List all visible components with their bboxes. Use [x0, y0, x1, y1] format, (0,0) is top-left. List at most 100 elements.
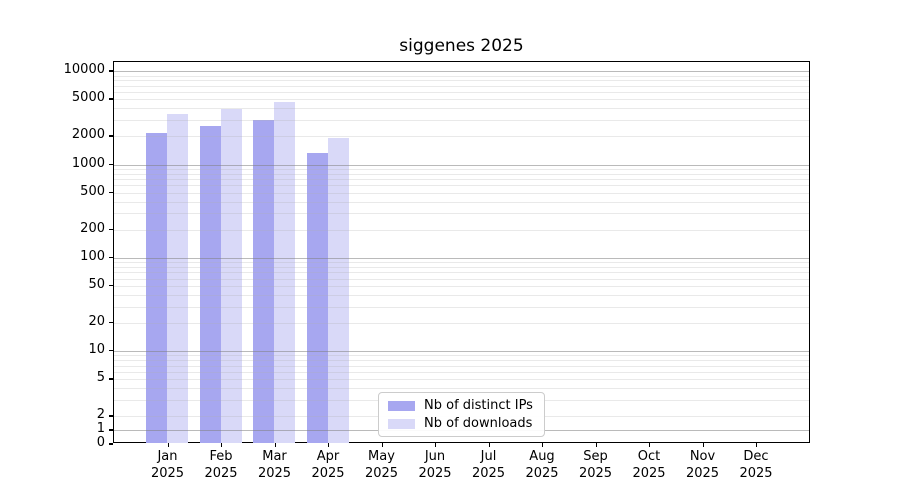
y-tick-mark — [109, 135, 113, 137]
gridline-minor — [114, 75, 809, 77]
bar-downloads-apr — [327, 138, 349, 443]
y-tick-mark — [109, 322, 113, 324]
x-tick-label: Jun 2025 — [403, 448, 467, 482]
x-tick-month: Jul — [480, 449, 497, 464]
legend: Nb of distinct IPs Nb of downloads — [378, 392, 545, 437]
legend-row-distinct-ips: Nb of distinct IPs — [388, 398, 535, 413]
y-tick-label: 200 — [80, 220, 105, 236]
gridline-minor — [114, 173, 809, 175]
x-tick-year: 2025 — [632, 466, 666, 481]
y-tick-label: 50 — [88, 276, 105, 292]
x-tick-year: 2025 — [204, 466, 238, 481]
bar-distinct-ips-jan — [146, 132, 167, 443]
y-tick-label: 1 — [96, 421, 105, 437]
x-tick-label: Aug 2025 — [510, 448, 574, 482]
x-tick-month: May — [368, 449, 395, 464]
y-tick-label: 0 — [96, 435, 105, 451]
gridline-minor — [114, 168, 809, 170]
x-tick-label: Sep 2025 — [564, 448, 628, 482]
y-tick-mark — [109, 163, 113, 165]
y-tick-mark — [109, 256, 113, 259]
x-tick-label: Oct 2025 — [617, 448, 681, 482]
gridline-minor — [114, 388, 809, 390]
gridline-minor — [114, 99, 809, 101]
x-tick-mark — [756, 443, 758, 447]
x-tick-mark — [328, 443, 330, 447]
x-tick-label: Mar 2025 — [243, 448, 307, 482]
x-tick-month: Jan — [157, 449, 178, 464]
y-tick-label: 1000 — [71, 155, 105, 171]
x-tick-month: Apr — [316, 449, 340, 464]
x-tick-label: Jan 2025 — [136, 448, 200, 482]
x-tick-month: Aug — [529, 449, 555, 464]
x-tick-mark — [167, 443, 169, 447]
bar-distinct-ips-feb — [199, 125, 221, 443]
gridline-minor — [114, 371, 809, 373]
gridline-minor — [114, 379, 809, 381]
x-tick-mark — [274, 443, 276, 447]
gridline-minor — [114, 91, 809, 93]
legend-label-downloads: Nb of downloads — [424, 416, 533, 431]
gridline-minor — [114, 80, 809, 82]
x-tick-label: Nov 2025 — [671, 448, 735, 482]
bar-downloads-mar — [274, 101, 295, 443]
legend-row-downloads: Nb of downloads — [388, 416, 535, 431]
gridline-minor — [114, 229, 809, 231]
x-tick-mark — [542, 443, 544, 447]
x-tick-year: 2025 — [578, 466, 613, 481]
x-tick-year: 2025 — [685, 466, 720, 481]
x-tick-month: Mar — [262, 449, 287, 464]
gridline-minor — [114, 355, 809, 357]
y-tick-mark — [109, 191, 113, 193]
y-tick-label: 100 — [80, 248, 105, 264]
y-tick-mark — [109, 378, 113, 380]
gridline-minor — [114, 285, 809, 287]
x-tick-mark — [381, 443, 383, 447]
legend-swatch-downloads-icon — [388, 418, 415, 429]
gridline-minor — [114, 323, 809, 324]
y-tick-mark — [109, 284, 113, 287]
y-tick-mark — [109, 350, 113, 352]
gridline-minor — [114, 178, 809, 180]
y-tick-label: 5000 — [71, 90, 105, 106]
x-tick-mark — [221, 443, 223, 447]
x-tick-year: 2025 — [739, 466, 773, 481]
x-tick-mark — [488, 443, 490, 447]
y-tick-mark — [109, 429, 113, 431]
y-tick-label: 10 — [88, 342, 105, 358]
x-tick-year: 2025 — [471, 466, 506, 481]
gridline-major — [114, 164, 809, 166]
gridline-minor — [114, 213, 809, 215]
y-tick-label: 2000 — [71, 127, 105, 143]
x-tick-month: Nov — [689, 449, 716, 464]
legend-label-distinct-ips: Nb of distinct IPs — [424, 398, 533, 413]
x-tick-mark — [435, 443, 437, 447]
gridline-minor — [114, 120, 809, 121]
gridline-minor — [114, 262, 809, 264]
y-tick-mark — [109, 443, 113, 445]
y-tick-label: 5 — [96, 370, 105, 386]
y-tick-mark — [109, 415, 113, 417]
x-tick-year: 2025 — [418, 466, 452, 481]
x-tick-month: Sep — [583, 449, 608, 464]
bar-downloads-feb — [220, 109, 242, 443]
x-tick-month: Dec — [743, 449, 769, 464]
x-tick-year: 2025 — [311, 466, 345, 481]
x-tick-month: Oct — [637, 449, 661, 464]
plot-area — [113, 61, 810, 443]
x-tick-mark — [595, 443, 597, 447]
gridline-major — [114, 71, 809, 73]
x-tick-mark — [702, 443, 704, 447]
x-tick-label: Jul 2025 — [457, 448, 521, 482]
x-tick-year: 2025 — [364, 466, 399, 481]
x-tick-year: 2025 — [525, 466, 559, 481]
chart-title: siggenes 2025 — [399, 36, 524, 56]
y-tick-label: 2 — [96, 407, 105, 423]
x-tick-label: Dec 2025 — [724, 448, 788, 482]
gridline-minor — [114, 266, 809, 268]
x-tick-month: Jun — [424, 449, 446, 464]
y-tick-label: 10000 — [63, 62, 105, 78]
x-tick-label: Feb 2025 — [189, 448, 253, 482]
x-tick-year: 2025 — [257, 466, 292, 481]
